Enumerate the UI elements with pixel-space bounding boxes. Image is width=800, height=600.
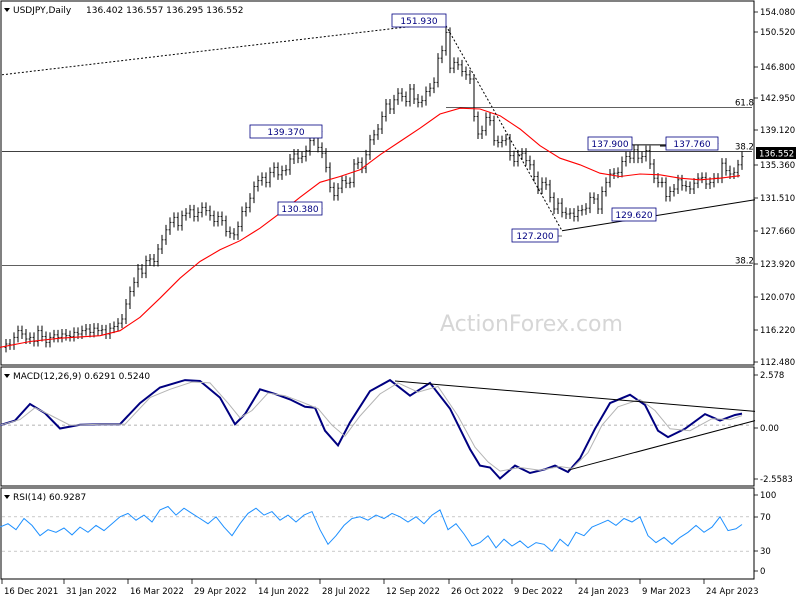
macd-series-group [0, 378, 756, 480]
last-price-tag [756, 147, 796, 159]
macd-ytick-label: 2.578 [760, 371, 784, 381]
long-dotted-line [1, 21, 447, 76]
y-axis-ticks: 154.080 150.520 146.800 142.950 139.120 135.3… [754, 8, 795, 577]
callout-label-3: 137.900 [591, 140, 628, 150]
last-price-label: 136.552 [759, 150, 794, 160]
callout-label-4: 137.760 [673, 140, 710, 150]
x-axis-ticks: 16 Dec 2021 31 Jan 2022 16 Mar 2022 29 Apr … [1, 579, 759, 597]
rsi-ytick-label: 100 [760, 491, 776, 501]
price-panel-frame [0, 0, 755, 366]
macd-panel-frame [0, 366, 755, 487]
callout-box-4 [665, 136, 719, 151]
price-ytick-label: 120.070 [760, 293, 795, 303]
rsi-panel-frame [0, 487, 755, 580]
symbol-header: USDJPY,Daily [13, 6, 72, 16]
watermark: ActionForex.com [440, 312, 623, 337]
callout-label-1: 139.370 [267, 128, 304, 138]
ma55-line [0, 107, 741, 348]
macd-line [0, 378, 743, 480]
macd-upper-trendline-line [394, 380, 756, 412]
callout-box-6 [511, 228, 559, 243]
xtick-label: 29 Apr 2022 [194, 587, 247, 597]
price-ytick-label: 123.920 [760, 260, 795, 270]
xtick-label: 26 Oct 2022 [451, 587, 504, 597]
macd-lower-trendline-line [567, 420, 756, 471]
price-ytick-label: 150.520 [760, 28, 795, 38]
ohlc-header: 136.402 136.557 136.295 136.552 [86, 6, 243, 16]
price-callouts: 151.930 139.370 130.380 137.900 137.760 129.6… [249, 13, 719, 243]
callout-box-2 [277, 201, 323, 216]
rsi-header: RSI(14) 60.9287 [13, 493, 86, 503]
callout-box-5 [611, 207, 657, 222]
fib-label-0: 61.8 [735, 98, 754, 108]
macd-header: MACD(12,26,9) 0.6291 0.5240 [13, 372, 150, 382]
price-series-group [0, 21, 756, 353]
callout-box-1 [249, 124, 323, 139]
callout-label-0: 151.930 [400, 17, 437, 27]
macd-ytick-label: 0.00 [760, 424, 779, 434]
rsi-series-group [0, 505, 752, 552]
xtick-label: 12 Sep 2022 [386, 587, 440, 597]
callout-box-3 [587, 136, 633, 151]
fall-dotted-line [445, 25, 563, 231]
xtick-label: 16 Mar 2022 [130, 587, 184, 597]
price-ytick-label: 146.800 [760, 63, 795, 73]
rsi-dropdown-icon[interactable] [4, 495, 10, 499]
xtick-label: 24 Apr 2023 [706, 587, 759, 597]
macd-ytick-label: -2.5583 [760, 475, 793, 485]
xtick-label: 24 Jan 2023 [578, 587, 629, 597]
price-ytick-label: 116.220 [760, 326, 795, 336]
rsi-ytick-label: 0 [760, 567, 765, 577]
price-ytick-label: 127.660 [760, 227, 795, 237]
callout-label-6: 127.200 [516, 232, 553, 242]
fib-label-1: 38.2 [735, 143, 754, 153]
price-ytick-label: 131.510 [760, 194, 795, 204]
callout-box-0 [391, 13, 447, 28]
price-horizontal-lines: 61.8 38.2 38.2 [2, 98, 754, 267]
callout-label-5: 129.620 [615, 211, 652, 221]
callout-label-2: 130.380 [281, 205, 318, 215]
xtick-label: 14 Jun 2022 [258, 587, 309, 597]
rsi-ytick-label: 30 [760, 547, 771, 557]
signal-line [0, 381, 743, 472]
symbol-dropdown-icon[interactable] [4, 8, 10, 12]
price-ytick-label: 139.120 [760, 126, 795, 136]
xtick-label: 28 Jul 2022 [322, 587, 370, 597]
price-ytick-label: 112.480 [760, 358, 795, 368]
support-line [561, 199, 756, 232]
xtick-label: 16 Dec 2021 [4, 587, 58, 597]
fib-label-2: 38.2 [735, 257, 754, 267]
price-ytick-label: 142.950 [760, 94, 795, 104]
xtick-label: 31 Jan 2022 [66, 587, 117, 597]
macd-dropdown-icon[interactable] [4, 374, 10, 378]
xtick-label: 9 Mar 2023 [642, 587, 690, 597]
xtick-label: 9 Dec 2022 [514, 587, 563, 597]
rsi-ytick-label: 70 [760, 513, 771, 523]
price-ytick-label: 154.080 [760, 8, 795, 18]
price-ytick-label: 135.360 [760, 161, 795, 171]
rsi-line [0, 505, 743, 552]
